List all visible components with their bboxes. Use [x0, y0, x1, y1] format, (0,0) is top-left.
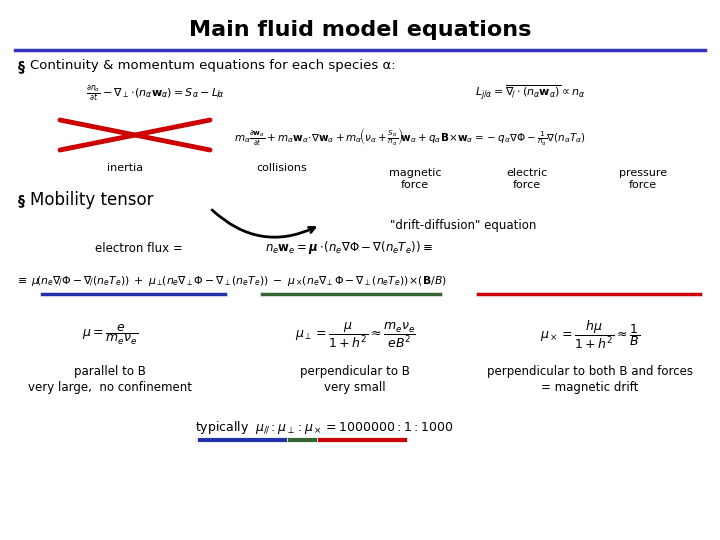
Text: electric
force: electric force	[506, 168, 548, 190]
Text: = magnetic drift: = magnetic drift	[541, 381, 639, 394]
Text: $n_e\mathbf{w}_e=\boldsymbol{\mu}\cdot\!\left(n_e\nabla\Phi-\nabla(n_eT_e)\right: $n_e\mathbf{w}_e=\boldsymbol{\mu}\cdot\!…	[265, 240, 433, 256]
Text: $\frac{\partial n_\alpha}{\partial t}-\nabla_\perp\!\cdot\!(n_\alpha \mathbf{w}_: $\frac{\partial n_\alpha}{\partial t}-\n…	[86, 83, 224, 103]
Text: inertia: inertia	[107, 163, 143, 173]
Text: Mobility tensor: Mobility tensor	[30, 191, 153, 209]
Text: $\mu=\dfrac{e}{m_e\nu_e}$: $\mu=\dfrac{e}{m_e\nu_e}$	[82, 323, 138, 347]
Text: §: §	[18, 59, 25, 73]
Text: perpendicular to both B and forces: perpendicular to both B and forces	[487, 366, 693, 379]
Text: magnetic
force: magnetic force	[389, 168, 441, 190]
Text: typically  $\mu_{/\!/}:\mu_\perp:\mu_\times=1000000:1:1000$: typically $\mu_{/\!/}:\mu_\perp:\mu_\tim…	[195, 420, 454, 436]
Text: very small: very small	[324, 381, 386, 394]
Text: Continuity & momentum equations for each species α:: Continuity & momentum equations for each…	[30, 59, 395, 72]
Text: $\mu_\times=\dfrac{h\mu}{1+h^2}\approx\dfrac{1}{B}$: $\mu_\times=\dfrac{h\mu}{1+h^2}\approx\d…	[540, 319, 640, 351]
Text: $\mu_\perp=\dfrac{\mu}{1+h^2}\approx\dfrac{m_e\nu_e}{eB^2}$: $\mu_\perp=\dfrac{\mu}{1+h^2}\approx\dfr…	[294, 320, 415, 349]
Text: electron flux =: electron flux =	[95, 241, 186, 254]
Text: §: §	[18, 193, 25, 207]
Text: pressure
force: pressure force	[619, 168, 667, 190]
Text: parallel to B: parallel to B	[74, 366, 146, 379]
Text: $L_{j/\alpha}=\overline{\nabla_{\!/}\cdot(n_\alpha\mathbf{w}_\alpha)}\propto n_\: $L_{j/\alpha}=\overline{\nabla_{\!/}\cdo…	[474, 83, 585, 103]
Text: very large,  no confinement: very large, no confinement	[28, 381, 192, 394]
Text: $\equiv\;\mu\!\left(n_e\nabla_{\!/\!\!/}\Phi-\nabla_{\!/\!\!/}(n_eT_e)\right)\;+: $\equiv\;\mu\!\left(n_e\nabla_{\!/\!\!/}…	[15, 275, 447, 289]
Text: collisions: collisions	[256, 163, 307, 173]
Text: Main fluid model equations: Main fluid model equations	[189, 20, 531, 40]
Text: perpendicular to B: perpendicular to B	[300, 366, 410, 379]
Text: $m_\alpha\frac{\partial\mathbf{w}_\alpha}{\partial t}+m_\alpha\mathbf{w}_\alpha\: $m_\alpha\frac{\partial\mathbf{w}_\alpha…	[234, 126, 586, 148]
Text: "drift-diffusion" equation: "drift-diffusion" equation	[390, 219, 536, 232]
